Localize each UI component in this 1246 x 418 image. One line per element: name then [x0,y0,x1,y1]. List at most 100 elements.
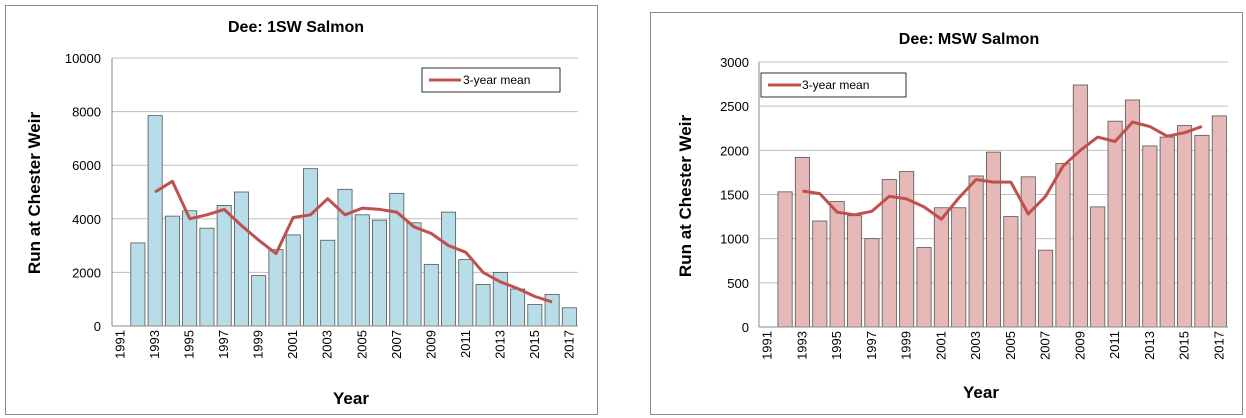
x-tick-label: 1995 [182,330,197,359]
bar-1992 [777,191,793,328]
y-tick-label: 2000 [720,143,749,158]
bar-2013 [1142,145,1158,328]
x-tick-label: 1991 [113,330,128,359]
bar-1995 [829,201,845,328]
x-tick-label: 2009 [1072,331,1087,360]
x-tick-label: 1993 [147,330,162,359]
bar-2017 [1211,115,1227,328]
plot-area: 0 500 1000 1500 2000 2500 3000 1991 1993 1995 1997… [720,55,1228,360]
plot-area: 0 2000 4000 6000 8000 10000 1991 1993 1995 1997 19… [65,51,578,359]
bar-2005 [1003,216,1019,328]
x-tick-label: 2013 [1142,331,1157,360]
chart-1sw-svg: Dee: 1SW Salmon Run at Chester Weir Year… [25,19,578,408]
bar-2000 [268,249,284,327]
y-axis-label: Run at Chester Weir [676,115,695,278]
x-tick-label: 2009 [423,330,438,359]
bar-2006 [1020,176,1036,328]
x-tick-label: 2015 [1177,331,1192,360]
bar-1993 [794,156,810,328]
legend: 3-year mean [760,72,907,98]
bar-2006 [372,219,387,327]
bar-1992 [130,242,146,327]
x-tick-label: 2005 [354,330,369,359]
y-tick-label: 1500 [720,188,749,203]
y-tick-label: 4000 [72,212,101,227]
chart-panel-1sw: Dee: 1SW Salmon Run at Chester Weir Year… [5,5,598,415]
bar-2000 [916,247,932,328]
x-tick-label: 1995 [829,331,844,360]
x-tick-label: 2005 [1003,331,1018,360]
bar-2017 [561,307,577,327]
chart-title: Dee: MSW Salmon [899,31,1039,48]
x-tick-label: 2007 [389,330,404,359]
bar-2009 [423,263,439,327]
x-axis-label: Year [333,389,369,408]
y-tick-label: 0 [94,319,101,334]
y-tick-label: 3000 [720,55,749,70]
bar-2001 [285,234,301,327]
y-tick-label: 500 [727,276,749,291]
bar-2014 [510,288,526,327]
bar-1994 [164,215,180,327]
x-tick-label: 1997 [864,331,879,360]
bar-2011 [458,259,474,327]
chart-title: Dee: 1SW Salmon [228,19,364,36]
bar-2009 [1072,84,1088,328]
bar-2016 [1194,134,1210,328]
bar-2014 [1159,136,1175,328]
x-tick-label: 1997 [216,330,231,359]
bar-2003 [968,175,984,328]
bar-2001 [933,207,949,328]
bar-2012 [475,284,491,327]
x-tick-label: 1991 [760,331,775,360]
y-tick-label: 2000 [72,265,101,280]
x-tick-label: 2001 [933,331,948,360]
bar-1999 [251,275,267,327]
bar-2011 [1107,120,1123,328]
x-tick-label: 1993 [794,331,809,360]
bar-2015 [1177,125,1193,328]
bar-1999 [899,171,915,328]
bar-1998 [233,191,249,327]
bar-2012 [1124,99,1140,328]
bar-2004 [985,151,1002,328]
y-tick-label: 10000 [65,51,101,66]
x-tick-label: 2007 [1038,331,1053,360]
bar-2010 [1090,206,1106,328]
bar-1993 [147,115,163,327]
legend: 3-year mean [421,67,561,93]
series-line-3-year-mean [802,120,1203,221]
x-tick-label: 2017 [561,330,576,359]
x-tick-label: 2017 [1211,331,1226,360]
bar-2005 [354,214,370,327]
bar-2010 [441,211,457,327]
bar-1997 [216,204,232,327]
x-tick-label: 2011 [1107,331,1122,359]
bar-1995 [182,210,198,327]
bar-2003 [320,239,336,327]
y-tick-label: 0 [742,320,749,335]
x-tick-label: 1999 [899,331,914,360]
chart-msw-svg: Dee: MSW Salmon Run at Chester Weir Year… [676,31,1228,402]
bar-2015 [527,304,543,327]
x-tick-label: 2015 [527,330,542,359]
y-tick-label: 8000 [72,105,101,120]
x-axis-label: Year [963,383,999,402]
y-tick-label: 1000 [720,232,749,247]
bar-2008 [406,222,422,327]
bar-1996 [199,227,215,327]
x-tick-label: 2003 [968,331,983,360]
bar-2007 [1038,249,1054,328]
legend-label: 3-year mean [802,78,869,92]
bar-1994 [812,220,828,328]
bar-2008 [1055,163,1071,328]
y-tick-label: 6000 [72,158,101,173]
legend-label: 3-year mean [463,73,530,87]
x-tick-label: 2011 [458,330,473,358]
x-tick-label: 1999 [251,330,266,359]
y-tick-label: 2500 [720,99,749,114]
bar-1996 [847,215,863,328]
chart-panel-msw: Dee: MSW Salmon Run at Chester Weir Year… [650,12,1243,415]
x-tick-label: 2013 [492,330,507,359]
x-tick-label: 2003 [320,330,335,359]
